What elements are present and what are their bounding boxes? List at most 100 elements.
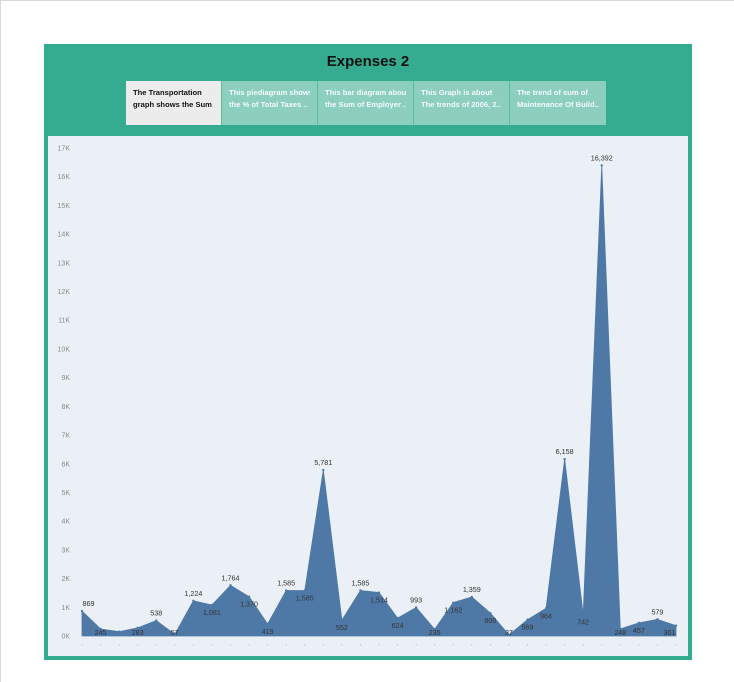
data-point: [117, 630, 121, 633]
tab-caption-line: graph shows the Sum ..: [133, 100, 214, 109]
y-tick-label: 6K: [61, 461, 70, 468]
data-label: 1,081: [203, 608, 221, 617]
data-point: [99, 627, 102, 631]
data-label: 538: [150, 609, 162, 618]
tab-trends-graph[interactable]: This Graph is about The trends of 2006, …: [414, 81, 510, 125]
data-label: 1,585: [351, 579, 369, 588]
data-point: [619, 627, 622, 631]
data-point: [303, 589, 306, 592]
data-point: [359, 589, 362, 592]
y-tick-label: 16K: [58, 174, 71, 181]
data-label: 624: [392, 621, 404, 630]
data-label: 361: [664, 628, 676, 637]
data-point: [80, 609, 84, 613]
tab-caption-line: The Transportation: [133, 88, 202, 97]
data-label: 1,585: [296, 594, 314, 603]
tab-caption-line: This Graph is about: [421, 88, 493, 97]
tab-maintenance-trend[interactable]: The trend of sum of Maintenance Of Build…: [510, 81, 606, 125]
y-tick-label: 2K: [61, 576, 70, 583]
data-point: [489, 611, 492, 615]
data-label: 742: [577, 618, 589, 627]
data-point: [674, 624, 678, 627]
y-tick-label: 4K: [61, 519, 70, 526]
chart-panel: 0K 1K 2K 3K 4K 5K 6K 7K 8K 9K 10K 11K 12K 13K 14K 15K 16…: [48, 136, 688, 656]
data-label: 245: [95, 628, 107, 637]
tab-caption-line: The trends of 2006, 2..: [421, 100, 501, 109]
data-label: 235: [429, 628, 441, 637]
data-point: [173, 633, 177, 636]
data-label: 1,370: [240, 600, 258, 609]
data-label: 248: [614, 628, 626, 637]
tab-caption-line: This bar diagram about: [325, 88, 406, 97]
data-point: [340, 618, 344, 622]
tab-caption-line: Maintenance Of Build..: [517, 100, 599, 109]
data-point: [377, 591, 381, 594]
data-label: 1,224: [184, 589, 202, 598]
y-tick-label: 9K: [61, 375, 70, 382]
data-point: [581, 613, 585, 616]
data-label: 579: [651, 607, 663, 616]
data-label: 419: [262, 627, 274, 636]
data-point: [470, 595, 474, 599]
data-label: 1,514: [370, 596, 388, 605]
y-tick-label: 8K: [61, 404, 70, 411]
dashboard-title: Expenses 2: [326, 53, 410, 70]
y-tick-label: 14K: [58, 232, 71, 239]
y-tick-label: 1K: [61, 605, 70, 612]
data-label: 569: [522, 623, 534, 632]
data-point: [414, 606, 418, 609]
tab-transportation[interactable]: The Transportation graph shows the Sum .…: [126, 81, 222, 125]
tab-caption-line: The trend of sum of: [517, 88, 588, 97]
tab-caption-line: This piediagram shows: [229, 88, 310, 97]
data-label: 552: [336, 623, 348, 632]
data-label: 283: [132, 628, 144, 637]
data-point: [136, 626, 139, 630]
data-point: [266, 622, 269, 626]
dashboard-panel: Expenses 2 The Transportation graph show…: [44, 44, 692, 660]
data-label: 16,392: [591, 153, 613, 162]
page-border-top: [0, 0, 734, 1]
data-label: 1,764: [222, 573, 240, 582]
y-tick-label: 0K: [61, 634, 70, 641]
data-point: [192, 599, 195, 603]
y-tick-label: 5K: [61, 490, 70, 497]
data-point: [563, 458, 566, 461]
y-tick-label: 12K: [58, 289, 71, 296]
data-point: [229, 584, 232, 587]
data-label: 1,359: [463, 585, 481, 594]
data-point: [247, 595, 251, 598]
data-label: 5,781: [314, 458, 332, 467]
data-label: 800: [484, 616, 496, 625]
y-tick-label: 11K: [58, 318, 70, 325]
data-point: [284, 589, 288, 592]
area-series: [81, 165, 677, 637]
y-tick-label: 3K: [61, 547, 70, 554]
data-point: [526, 618, 529, 621]
y-tick-label: 17K: [58, 146, 71, 153]
tab-caption-line: the % of Total Taxes ..: [229, 100, 308, 109]
data-label: 57: [171, 628, 179, 637]
data-point: [210, 603, 214, 607]
data-point: [433, 628, 436, 631]
y-tick-label: 13K: [58, 260, 71, 267]
data-label: 1,162: [444, 606, 462, 615]
data-point: [656, 618, 659, 621]
y-tick-label: 10K: [58, 346, 71, 353]
data-point: [544, 607, 548, 610]
data-point: [637, 621, 641, 625]
page-border-left: [0, 0, 1, 682]
tab-employer-bar[interactable]: This bar diagram about the Sum of Employ…: [318, 81, 414, 125]
data-label: 37: [505, 628, 513, 637]
tab-caption-line: the Sum of Employer ..: [325, 100, 406, 109]
data-point: [600, 164, 603, 167]
y-tick-label: 7K: [61, 433, 70, 440]
data-point: [452, 601, 455, 604]
data-label: 6,158: [556, 447, 574, 456]
data-label: 964: [540, 611, 552, 620]
data-point: [396, 616, 399, 620]
tab-taxes-pie[interactable]: This piediagram shows the % of Total Tax…: [222, 81, 318, 125]
data-label: 1,585: [277, 579, 295, 588]
data-point: [507, 633, 511, 637]
data-point: [322, 468, 325, 472]
story-tabs: The Transportation graph shows the Sum .…: [126, 81, 606, 125]
